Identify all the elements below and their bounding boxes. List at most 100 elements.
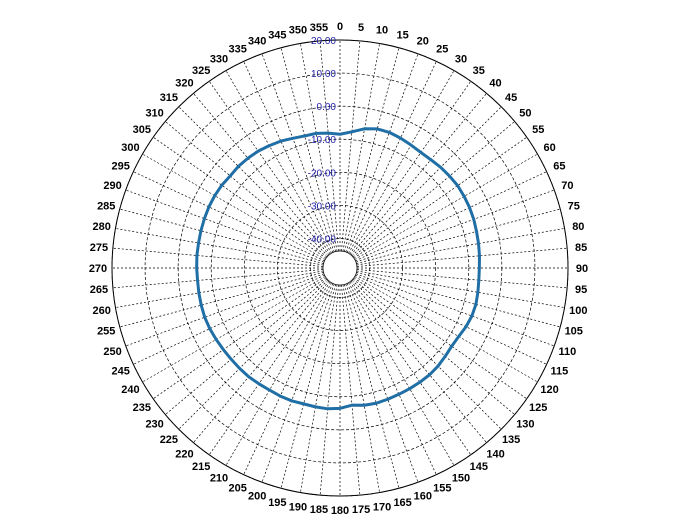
angle-tick-label: 40 [489,78,501,90]
angle-tick-label: 290 [103,180,121,192]
angle-tick-label: 200 [248,490,266,502]
angle-tick-label: 100 [569,305,587,317]
spoke-gridline [349,121,515,260]
angle-tick-label: 165 [393,497,411,509]
spoke-gridline [346,279,455,466]
spoke-gridline [352,189,555,264]
radial-tick-label: 10.00 [311,69,336,80]
radial-tick-label: -40.00 [308,234,337,245]
ring-gridline [243,171,437,365]
spoke-gridline [350,275,527,400]
angle-tick-label: 230 [145,419,163,431]
angle-tick-label: 95 [575,284,587,296]
angle-tick-label: 315 [160,92,178,104]
angle-tick-label: 35 [473,65,485,77]
angle-tick-label: 50 [519,107,531,119]
spoke-gridline [352,268,568,289]
angle-tick-label: 80 [572,221,584,233]
angle-tick-label: 70 [561,180,573,192]
ring-gridline [210,138,470,398]
angle-tick-label: 195 [268,497,286,509]
angle-tick-label: 210 [210,473,228,485]
angle-tick-label: 110 [559,346,577,358]
angle-tick-label: 320 [175,78,193,90]
angle-tick-label: 180 [331,505,349,517]
angle-tick-label: 265 [90,284,108,296]
angle-tick-label: 355 [310,22,328,34]
angle-tick-label: 0 [337,21,343,33]
radial-tick-label: 20.00 [311,36,336,47]
spoke-gridline [261,280,336,483]
spoke-gridline [344,280,419,483]
angle-tick-label: 150 [452,473,470,485]
angle-tick-label: 155 [433,482,451,494]
spoke-gridline [153,136,330,261]
angle-tick-label: 170 [373,501,391,513]
spoke-gridline [343,280,400,489]
angle-tick-label: 185 [310,504,328,516]
spoke-gridline [348,93,487,259]
angle-tick-label: 325 [192,65,210,77]
angle-tick-label: 345 [268,29,286,41]
angle-tick-label: 20 [417,36,429,48]
spoke-gridline [153,275,330,400]
angle-tick-label: 135 [502,434,520,446]
spoke-gridline [351,274,538,383]
spoke-gridline [119,208,328,265]
angle-tick-label: 25 [436,44,448,56]
angle-tick-label: 300 [121,142,139,154]
angle-tick-label: 120 [540,384,558,396]
angle-tick-label: 280 [93,221,111,233]
angle-tick-label: 305 [133,124,151,136]
spoke-gridline [347,81,472,258]
angle-tick-label: 140 [486,448,504,460]
spoke-gridline [350,136,527,261]
spoke-gridline [348,276,502,430]
spoke-gridline [344,53,419,256]
angle-tick-label: 235 [133,402,151,414]
series-layer [195,127,481,411]
angle-tick-label: 65 [553,161,565,173]
angle-tick-label: 130 [516,419,534,431]
spoke-gridline [125,272,328,347]
angle-tick-label: 330 [210,53,228,65]
angle-tick-label: 275 [90,242,108,254]
angle-tick-label: 90 [576,263,588,275]
angle-tick-label: 240 [121,384,139,396]
angle-tick-label: 190 [289,501,307,513]
series-line [195,127,481,411]
angle-tick-label: 45 [505,92,517,104]
angle-tick-label: 340 [248,36,266,48]
angle-tick-label: 225 [160,434,178,446]
polar-grid [111,39,569,497]
spoke-gridline [112,268,328,289]
spoke-gridline [208,278,333,455]
spoke-gridline [280,280,337,489]
spoke-gridline [349,276,515,415]
spoke-gridline [348,277,487,443]
spoke-gridline [193,277,332,443]
angle-tick-label: 205 [229,482,247,494]
angle-tick-label: 215 [192,461,210,473]
spoke-gridline [165,276,331,415]
angle-tick-label: 255 [97,326,115,338]
spoke-gridline [125,189,328,264]
angle-tick-label: 30 [455,53,467,65]
angle-tick-label: 220 [175,448,193,460]
angle-tick-label: 350 [289,25,307,37]
angle-tick-label: 10 [376,25,388,37]
angle-tick-label: 105 [565,326,583,338]
angle-tick-label: 310 [145,107,163,119]
angle-tick-label: 175 [352,504,370,516]
spoke-gridline [352,271,561,328]
radial-tick-label: 0.00 [317,102,337,113]
outer-boundary [111,39,569,497]
angle-tick-label: 125 [529,402,547,414]
ring-gridline [310,238,370,298]
angle-tick-label: 335 [229,44,247,56]
radial-tick-labels: -40.00 -30.00 -20.00 -10.00 0.00 10.00 20.00 [308,36,337,245]
spoke-gridline [352,272,555,347]
radial-tick-label: -30.00 [308,201,337,212]
radial-tick-label: -10.00 [308,135,337,146]
